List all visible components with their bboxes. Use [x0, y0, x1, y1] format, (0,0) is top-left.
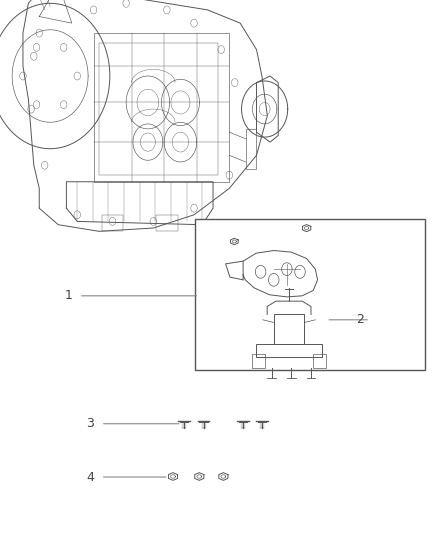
Text: 1: 1 [64, 289, 72, 302]
Bar [156, 215, 178, 231]
Bar [195, 219, 425, 370]
Bar [256, 344, 322, 357]
Bar [99, 43, 219, 175]
Bar [102, 215, 124, 231]
Bar [246, 129, 257, 168]
Text: 3: 3 [86, 417, 94, 430]
Bar [313, 354, 326, 368]
Bar [94, 33, 230, 182]
Text: 2: 2 [356, 313, 364, 326]
Text: 4: 4 [86, 471, 94, 483]
Bar [274, 314, 304, 344]
Bar [252, 354, 265, 368]
